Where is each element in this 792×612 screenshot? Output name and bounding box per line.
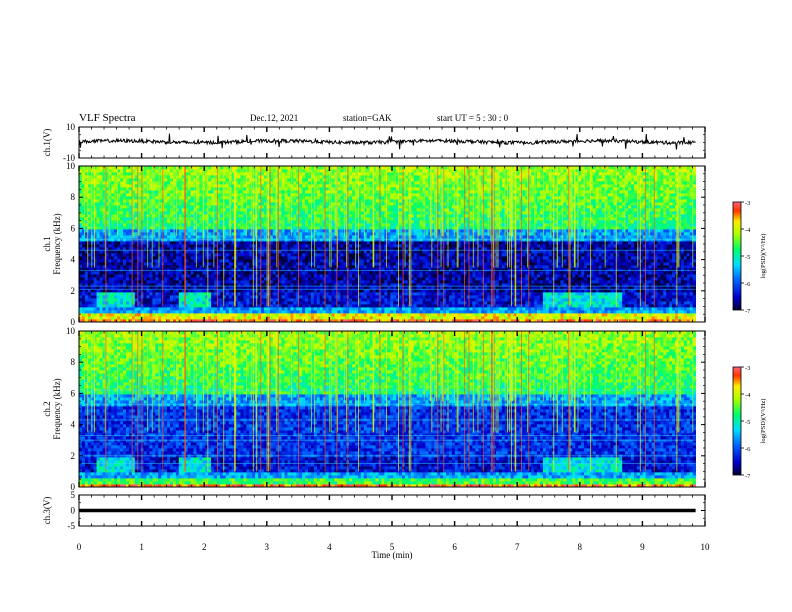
xlabel: Time (min) [372,550,413,560]
ch1-waveform-trace [79,133,696,150]
colorbar-label: log(PSD)(V²/Hz) [760,234,767,279]
colorbar-ch2_spectrogram: -3 -4 -5 -6 -7 log(PSD)(V²/Hz) [732,365,767,480]
ytick-label: 8 [71,192,76,202]
colorbar-ch1_spectrogram: -3 -4 -5 -6 -7 log(PSD)(V²/Hz) [732,200,767,315]
station-label: station=GAK [343,113,392,123]
xtick-label: 8 [578,542,583,552]
ytick-label: 6 [71,388,76,398]
ylabel-ch1_waveform: ch.1(V) [42,129,52,157]
ytick-label: 0 [71,506,76,516]
date-label: Dec.12, 2021 [250,113,298,123]
ytick-label: 5 [71,490,76,500]
xtick-label: 4 [327,542,332,552]
colorbar-tick-label: -5 [745,254,750,261]
xtick-label: 3 [265,542,270,552]
colorbar-tick-label: -5 [745,419,750,426]
ytick-label: 0 [71,317,76,327]
colorbar-tick-label: -7 [745,473,751,480]
xtick-label: 2 [202,542,207,552]
ytick-label: 4 [71,420,76,430]
colorbar-scale [732,201,742,311]
colorbar-label: log(PSD)(V²/Hz) [760,399,767,444]
xtick-label: 5 [390,542,395,552]
xtick-label: 6 [452,542,457,552]
x-axis: 0 1 2 3 4 5 6 7 8 9 10 Time (min) [77,542,710,560]
axes-ch3_waveform: 5 0 -5 ch.3(V) [42,490,706,531]
colorbar-tick-label: -4 [745,392,751,399]
ytick-label: 8 [71,357,76,367]
ytick-label: -5 [68,521,76,531]
ylabel-ch1_spectrogram: ch.1 [42,236,52,251]
xtick-label: 10 [701,542,711,552]
xtick-label: 1 [139,542,144,552]
axes-ch1_waveform: 10 -10 ch.1(V) [42,122,706,163]
colorbar-tick-label: -3 [745,365,750,372]
ytick-label: 2 [71,286,76,296]
axes-ch2_spectrogram: 0 2 4 6 8 10 ch.2 Frequency (kHz) [42,326,706,492]
ytick-label: 0 [71,482,76,492]
ytick-label: -10 [63,153,75,163]
xtick-label: 7 [515,542,520,552]
xtick-label: 9 [640,542,645,552]
colorbar-scale [732,366,742,476]
ylabel-ch2_spectrogram: ch.2 [42,401,52,416]
ytick-label: 10 [66,326,76,336]
ytick-label: 10 [66,161,76,171]
colorbar-tick-label: -7 [745,308,751,315]
ytick-label: 2 [71,451,76,461]
ylabel-ch2_spectrogram: Frequency (kHz) [52,378,62,439]
colorbar-tick-label: -3 [745,200,750,207]
xtick-label: 0 [77,542,82,552]
start-time-label: start UT = 5 : 30 : 0 [437,113,508,123]
ylabel-ch3_waveform: ch.3(V) [42,497,52,525]
colorbar-tick-label: -4 [745,227,751,234]
ch1-waveform [79,133,696,150]
ytick-label: 10 [66,122,76,132]
ch1-spectrogram [79,166,705,322]
colorbar-tick-label: -6 [745,281,751,288]
axes-ch1_spectrogram: 0 2 4 6 8 10 ch.1 Frequency (kHz) [42,161,706,327]
ylabel-ch1_spectrogram: Frequency (kHz) [52,213,62,274]
ch2-spectrogram [79,331,705,487]
chart-title: VLF Spectra [79,112,136,124]
ytick-label: 6 [71,223,76,233]
ytick-label: 4 [71,255,76,265]
colorbar-tick-label: -6 [745,446,751,453]
